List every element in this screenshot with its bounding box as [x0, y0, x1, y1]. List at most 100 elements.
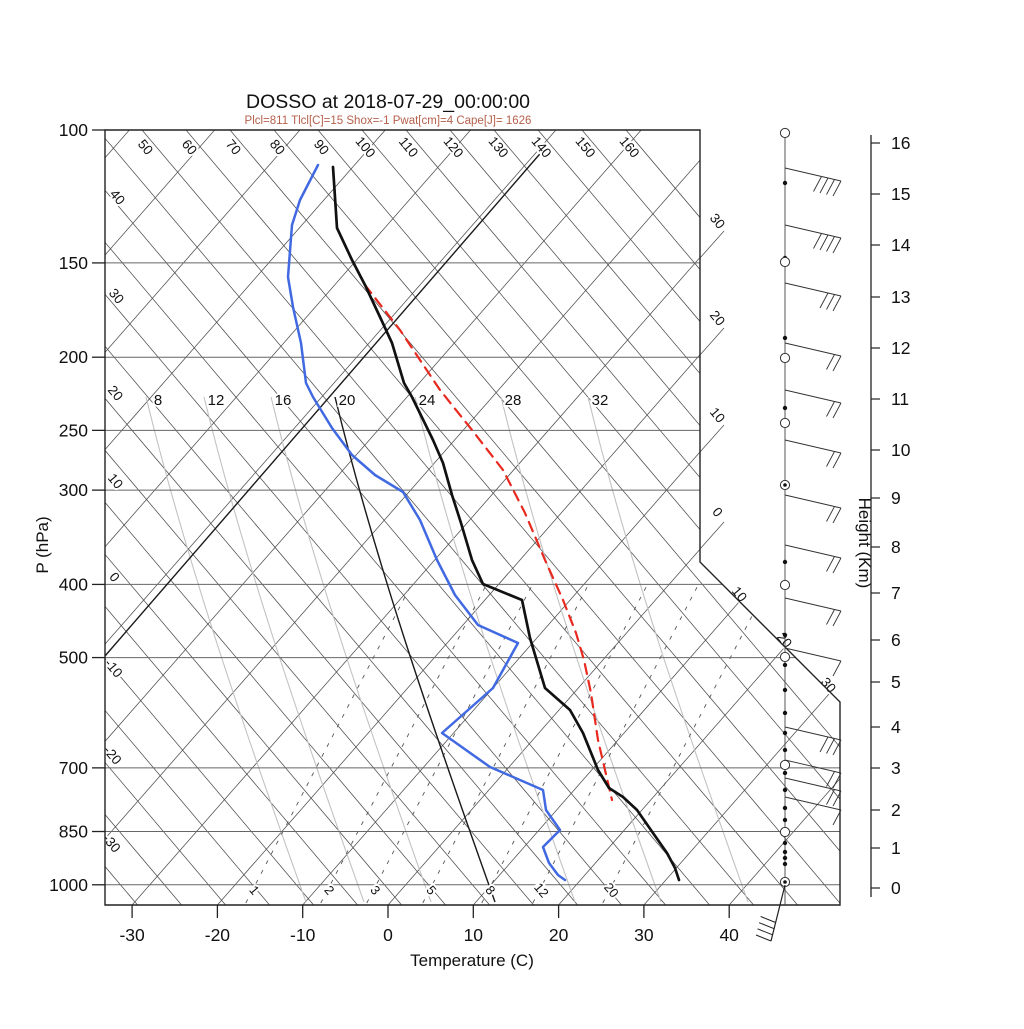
wind-level-dot	[782, 840, 788, 846]
wind-barb-feather	[819, 736, 829, 753]
wind-level-circle	[779, 759, 791, 771]
x-tick-label: 30	[634, 925, 654, 945]
wind-barb-feather	[813, 233, 822, 249]
wind-level-circle-dot	[783, 483, 787, 487]
isotherm-line	[473, 130, 840, 905]
isotherm-stub	[699, 424, 725, 453]
plot-border	[104, 129, 841, 906]
wind-barb-stem	[784, 726, 842, 741]
wind-barb-feather	[826, 294, 835, 310]
dry-adiabat-line	[105, 130, 666, 905]
wind-level-dot	[782, 632, 788, 638]
moist-adiabat-line	[500, 396, 662, 903]
wind-barb-feather	[832, 452, 842, 469]
height-tick-label: 13	[891, 287, 910, 307]
moist-adiabat-line	[203, 396, 365, 903]
x-tick-label: -30	[119, 925, 145, 945]
wind-barb-feather	[826, 236, 835, 252]
wind-level-circle	[779, 127, 791, 139]
wind-barb-feather	[832, 237, 842, 254]
isotherm-label-left: 0	[106, 569, 122, 584]
dry-adiabat-line	[105, 130, 446, 905]
height-tick-label: 4	[891, 717, 901, 737]
wind-barb-feather	[832, 180, 842, 197]
pressure-tick-label: 100	[59, 120, 88, 140]
dry-adiabat-label: 100	[352, 134, 378, 161]
wind-barb-feather	[832, 790, 842, 807]
chart-title: DOSSO at 2018-07-29_00:00:00	[246, 91, 530, 113]
dry-adiabat-line	[105, 130, 402, 905]
height-tick-label: 8	[891, 537, 901, 557]
dry-adiabat-line	[105, 130, 138, 905]
pressure-tick-label: 400	[59, 574, 88, 594]
wind-barb-feather	[832, 809, 842, 826]
dry-adiabat-line	[581, 130, 840, 905]
wind-barb-stem	[784, 224, 842, 239]
x-tick-label: 0	[383, 925, 393, 945]
dry-adiabat-line	[105, 130, 358, 905]
x-axis-label-temperature: Temperature (C)	[410, 951, 534, 970]
moist-adiabat-line	[270, 396, 432, 903]
pressure-tick-label: 700	[59, 758, 88, 778]
isotherm-line	[105, 130, 386, 905]
wind-barb-stem	[784, 796, 842, 811]
wind-level-dot	[782, 770, 788, 776]
dry-adiabat-line	[361, 130, 840, 905]
wind-level-circle	[779, 256, 791, 268]
wind-level-dot	[782, 180, 788, 186]
wind-barb-feather	[832, 610, 842, 627]
wind-barb-feather	[826, 179, 835, 195]
pressure-tick-label: 200	[59, 347, 88, 367]
wind-barb-feather	[832, 557, 842, 574]
dry-adiabat-label: 90	[311, 137, 332, 158]
wind-level-circle	[779, 352, 791, 364]
isotherm-label-left: 20	[105, 383, 126, 404]
wind-level-dot	[782, 805, 788, 811]
y-axis-label-height: Height (Km)	[855, 498, 874, 589]
wind-barb-feather	[826, 354, 835, 370]
moist-adiabat-label: 16	[275, 392, 292, 409]
moist-adiabat-line	[145, 396, 307, 903]
wind-barb-stem	[784, 282, 842, 297]
surface-wind-feather	[755, 934, 772, 942]
dry-adiabat-line	[105, 130, 182, 905]
pressure-tick-label: 1000	[49, 875, 88, 895]
dry-adiabat-line	[105, 130, 226, 905]
isotherm-line	[131, 130, 813, 905]
wind-barb-feather	[832, 507, 842, 524]
pressure-tick-label: 500	[59, 648, 88, 668]
isotherm-label-left: 40	[107, 187, 128, 208]
isotherm-stub	[699, 230, 725, 259]
moist-adiabat-line	[587, 396, 749, 903]
highlight-moist-adiabat	[334, 396, 496, 903]
surface-wind-stem	[770, 884, 786, 942]
mixing-ratio-label: 12	[531, 880, 552, 901]
isotherm-line	[387, 130, 840, 905]
wind-barb-stem	[784, 389, 842, 404]
moist-adiabat-label: 12	[208, 392, 225, 409]
wind-level-dot	[782, 710, 788, 716]
x-tick-label: 10	[464, 925, 484, 945]
surface-wind-feather	[757, 928, 773, 936]
dry-adiabat-label: 50	[135, 137, 156, 158]
dry-adiabat-label: 60	[179, 137, 200, 158]
height-tick-label: 10	[891, 440, 911, 460]
height-tick-label: 6	[891, 630, 901, 650]
highlight-dry-adiabat	[105, 147, 546, 657]
isotherm-label-right: 20	[774, 630, 795, 651]
isotherm-label-right: 10	[707, 405, 728, 426]
wind-level-dot	[782, 855, 788, 861]
isotherm-label-right: 30	[707, 211, 728, 232]
dry-adiabat-label: 80	[267, 137, 288, 158]
isotherm-label-right: 30	[818, 675, 839, 696]
wind-level-dot	[782, 849, 788, 855]
dry-adiabat-line	[449, 130, 840, 905]
dry-adiabat-line	[0, 130, 6, 905]
isotherm-line	[105, 130, 727, 905]
wind-barb-feather	[826, 738, 835, 754]
dry-adiabat-line	[493, 130, 840, 905]
moist-adiabat-label: 28	[505, 392, 522, 409]
dewpoint-curve	[286, 163, 567, 882]
dry-adiabat-line	[273, 130, 840, 905]
